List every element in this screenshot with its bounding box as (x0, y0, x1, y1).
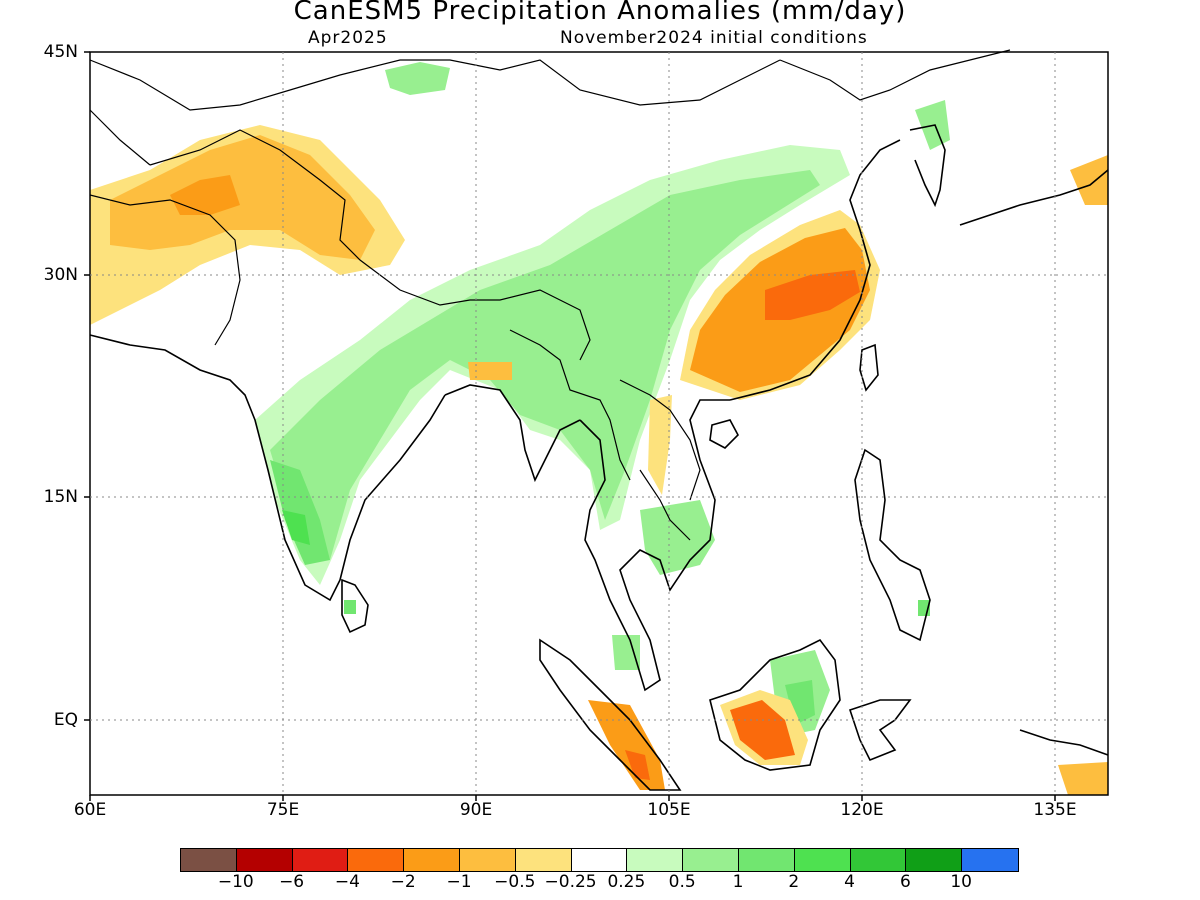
border-laos-vietnam (619, 379, 701, 501)
colorbar-swatch (404, 849, 460, 871)
wet-patch-sri-lanka (344, 600, 356, 614)
colorbar-label: 6 (899, 872, 911, 892)
colorbar-label: 0.5 (668, 872, 696, 892)
colorbar-label: −2 (390, 872, 416, 892)
dry-region-sumatra (588, 700, 665, 790)
tick-marks (84, 51, 1056, 801)
wet-patch-mongolia (385, 62, 450, 95)
colorbar-swatch (236, 849, 293, 871)
border-afghanistan (89, 109, 151, 166)
colorbar-swatch (515, 849, 572, 871)
x-tick-120e: 120E (840, 800, 884, 820)
coastline-china (729, 139, 901, 401)
colorbar-label: 1 (732, 872, 744, 892)
coastline-sri-lanka (341, 578, 369, 634)
anomaly-fields (90, 62, 1108, 795)
plot-border (89, 51, 1109, 796)
colorbar-label: 2 (788, 872, 800, 892)
colorbar-label: −0.5 (494, 872, 536, 892)
colorbar-label: 10 (950, 872, 972, 892)
dry-patch-new-guinea (1058, 762, 1108, 795)
colorbar-swatch (794, 849, 851, 871)
forecast-month: Apr2025 (308, 28, 388, 48)
x-tick-60e: 60E (73, 800, 107, 820)
colorbar-swatch (906, 849, 963, 871)
x-tick-105e: 105E (647, 800, 691, 820)
dry-core-sumatra (625, 750, 650, 780)
x-tick-75e: 75E (266, 800, 300, 820)
coastline-sulawesi (848, 699, 912, 762)
coastline-bay-of-bengal (444, 384, 581, 483)
colorbar-swatch (348, 849, 405, 871)
border-russia (779, 49, 1011, 101)
wet-patch-west-india (270, 460, 330, 565)
colorbar-label: 4 (844, 872, 855, 892)
colorbar-label: −4 (334, 872, 360, 892)
dry-core-borneo (730, 700, 795, 760)
border-china-north (89, 59, 781, 111)
coastline-sumatra (539, 638, 682, 791)
wet-patch-indochina (640, 500, 715, 575)
border-thailand-cambodia (639, 469, 691, 541)
dry-patch-bangladesh (468, 362, 512, 380)
coastline-taiwan (859, 343, 879, 392)
colorbar-label: −0.25 (544, 872, 597, 892)
map-frame (84, 51, 1109, 801)
dry-peak-south-china (765, 270, 860, 320)
coastlines (89, 124, 1109, 791)
y-tick-30n: 30N (43, 265, 78, 285)
dry-patch-japan (1070, 155, 1108, 205)
colorbar-swatch (292, 849, 349, 871)
colorbar-label: −6 (279, 872, 305, 892)
colorbar-swatch (850, 849, 907, 871)
wet-patch-malaysia (612, 635, 640, 670)
initial-conditions-label: November2024 initial conditions (560, 28, 868, 48)
colorbar-swatch (459, 849, 516, 871)
y-tick-45n: 45N (43, 42, 78, 62)
border-pakistan-india (89, 194, 241, 346)
colorbar-label: 0.25 (607, 872, 646, 892)
dry-core-pakistan (110, 135, 375, 260)
colorbar (180, 848, 1019, 872)
border-myanmar (509, 329, 631, 481)
coastline-borneo (709, 638, 841, 771)
border-himalaya (149, 129, 591, 361)
x-tick-135e: 135E (1033, 800, 1077, 820)
wet-patch-kerala (282, 510, 310, 545)
colorbar-label: −10 (217, 872, 254, 892)
coastline-india (89, 334, 446, 602)
wet-band-core (270, 170, 820, 560)
colorbar-swatch (627, 849, 684, 871)
colorbar-label: −1 (446, 872, 472, 892)
coastline-indochina (579, 399, 730, 692)
x-tick-90e: 90E (459, 800, 493, 820)
coastline-japan (959, 169, 1109, 226)
dry-peak-pakistan (170, 175, 240, 215)
coastline-hainan (709, 419, 739, 449)
colorbar-swatch (181, 849, 237, 871)
coastline-korea (909, 124, 946, 208)
map-title: CanESM5 Precipitation Anomalies (mm/day) (293, 0, 907, 26)
coastline-new-guinea (1019, 729, 1109, 756)
dry-strip-laos (648, 395, 672, 495)
colorbar-swatch (571, 849, 628, 871)
colorbar-swatch (738, 849, 795, 871)
borders (89, 49, 1011, 541)
colorbar-swatch (683, 849, 739, 871)
y-tick-eq: EQ (53, 710, 78, 730)
colorbar-swatch (962, 849, 1018, 871)
y-tick-15n: 15N (43, 487, 78, 507)
graticule (90, 52, 1108, 795)
